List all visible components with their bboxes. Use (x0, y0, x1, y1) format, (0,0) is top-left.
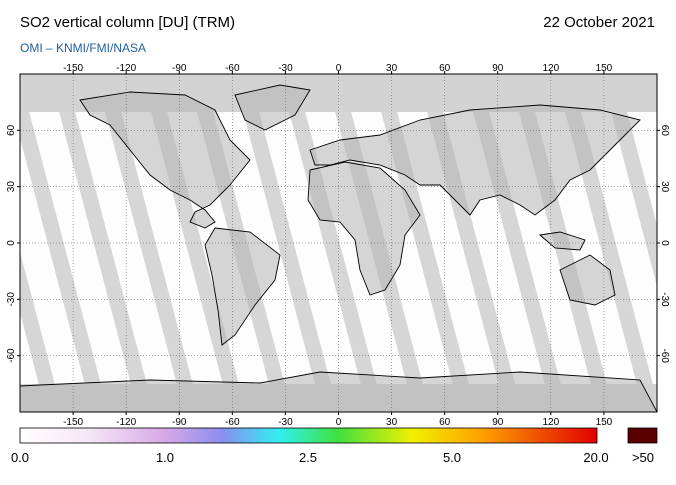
lon-label-top: 30 (386, 63, 398, 74)
lat-label-right: 60 (659, 125, 670, 137)
axis-ticks: -150 -150 -120 -120 -90 -90 -60 -60 -30 -30 0 0 30 30… (6, 63, 670, 428)
lon-label-bottom: -60 (225, 417, 240, 428)
lat-label-right: 0 (659, 240, 670, 246)
lon-label-bottom: 60 (439, 417, 451, 428)
lon-label-top: 60 (439, 63, 451, 74)
lat-label-left: -60 (6, 348, 17, 363)
colorbar-labels: 0.0 1.0 2.5 5.0 20.0 >50 (11, 450, 654, 465)
lat-label-left: -30 (6, 292, 17, 307)
colorbar (19, 427, 598, 444)
lon-label-top: 0 (336, 63, 342, 74)
lon-label-top: 150 (596, 63, 613, 74)
colorbar-label: 2.5 (299, 450, 317, 465)
lon-label-top: 90 (492, 63, 504, 74)
colorbar-label: 1.0 (156, 450, 174, 465)
lat-label-left: 0 (6, 240, 17, 246)
lon-label-top: -150 (63, 63, 83, 74)
gap-swath (608, 100, 657, 287)
graticule (20, 74, 657, 412)
lon-label-top: -120 (116, 63, 136, 74)
lon-label-top: 120 (542, 63, 559, 74)
subtitle: OMI – KNMI/FMI/NASA (20, 41, 146, 55)
gap-swath (56, 100, 151, 400)
lon-label-bottom: 120 (542, 417, 559, 428)
colorbar-label: 0.0 (11, 450, 29, 465)
colorbar-label: >50 (632, 450, 654, 465)
colorbar-overflow (627, 427, 658, 444)
lon-label-bottom: -150 (63, 417, 83, 428)
lon-label-top: -30 (278, 63, 293, 74)
lat-label-right: 30 (659, 181, 670, 193)
colorbar-label: 20.0 (583, 450, 608, 465)
gap-swath (240, 100, 335, 400)
lon-label-bottom: -30 (278, 417, 293, 428)
gap-swath (20, 251, 59, 400)
lon-label-bottom: 90 (492, 417, 504, 428)
map (20, 74, 657, 412)
lon-label-top: -60 (225, 63, 240, 74)
lon-label-bottom: 0 (336, 417, 342, 428)
lat-label-right: -60 (659, 348, 670, 363)
lon-label-top: -90 (172, 63, 187, 74)
lon-label-bottom: -120 (116, 417, 136, 428)
title: SO2 vertical column [DU] (TRM) (20, 14, 235, 31)
lat-label-right: -30 (659, 292, 670, 307)
gap-swath (562, 100, 657, 400)
lat-label-left: 30 (6, 181, 17, 193)
lat-label-left: 60 (6, 124, 17, 136)
date: 22 October 2021 (543, 14, 655, 31)
lon-label-bottom: -90 (172, 417, 187, 428)
lon-label-bottom: 30 (386, 417, 398, 428)
gap-swath (20, 100, 105, 400)
gap-swath (102, 100, 197, 400)
gap-swath (378, 100, 473, 400)
lon-label-bottom: 150 (596, 417, 613, 428)
colorbar-label: 5.0 (443, 450, 461, 465)
